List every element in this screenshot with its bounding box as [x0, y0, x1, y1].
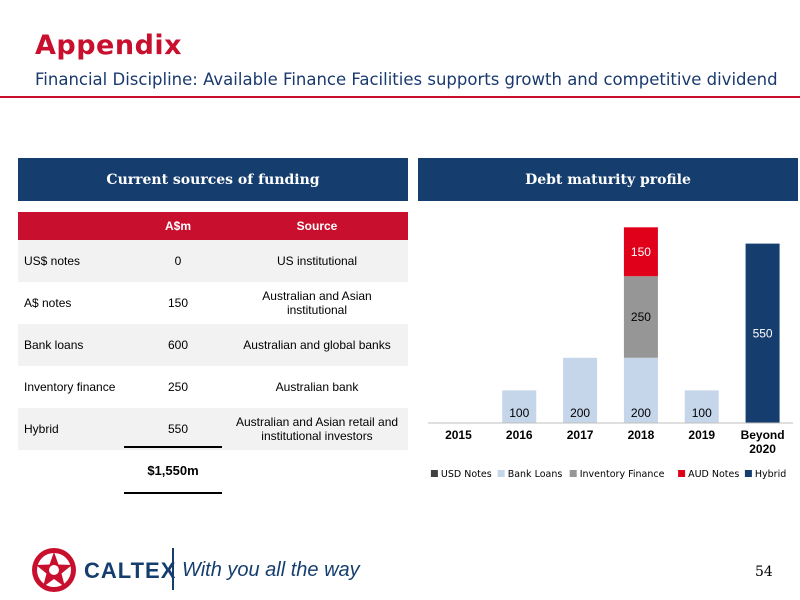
legend-label: Inventory Finance — [580, 469, 665, 480]
legend-swatch — [678, 470, 686, 477]
caltex-star-icon — [32, 548, 76, 592]
bar-aud-notes — [623, 227, 658, 277]
page-title: Appendix — [35, 30, 183, 61]
row-source: Australian and Asian institutional — [226, 282, 408, 324]
funding-total: $1,550m — [124, 446, 222, 494]
row-label: Bank loans — [18, 324, 130, 366]
row-source: Australian and global banks — [226, 324, 408, 366]
x-tick-label: 2018 — [628, 428, 655, 442]
x-tick-label: 2016 — [506, 428, 533, 442]
legend-label: Bank Loans — [508, 469, 563, 480]
data-label: 150 — [631, 245, 651, 259]
legend-swatch — [744, 470, 752, 477]
column-header: A$m — [130, 212, 226, 240]
data-label: 250 — [631, 310, 651, 324]
funding-heading: Current sources of funding — [18, 158, 408, 201]
row-label: Hybrid — [18, 408, 130, 450]
table-row: A$ notes 150 Australian and Asian instit… — [18, 282, 408, 324]
table-row: Bank loans 600 Australian and global ban… — [18, 324, 408, 366]
table-row: US$ notes 0 US institutional — [18, 240, 408, 282]
row-amount: 550 — [130, 408, 226, 450]
x-tick-label: 2015 — [445, 428, 472, 442]
bar-inventory-finance — [623, 276, 658, 358]
footer-divider — [172, 548, 174, 590]
x-tick-label: 2017 — [567, 428, 594, 442]
data-label: 550 — [753, 326, 773, 340]
bar-bank-loans — [502, 390, 537, 423]
brand-tagline: With you all the way — [182, 559, 360, 581]
page-subtitle: Financial Discipline: Available Finance … — [35, 70, 778, 89]
row-source: Australian and Asian retail and institut… — [226, 408, 408, 450]
column-header — [18, 212, 130, 240]
data-label: 100 — [692, 406, 712, 420]
data-label: 100 — [509, 406, 529, 420]
row-amount: 250 — [130, 366, 226, 408]
legend-swatch — [430, 470, 438, 477]
legend-label: USD Notes — [441, 469, 492, 480]
data-label: 200 — [631, 406, 651, 420]
legend-label: AUD Notes — [688, 469, 739, 480]
page-number: 54 — [755, 564, 773, 580]
funding-header-row: A$m Source — [18, 212, 408, 240]
funding-table: A$m Source US$ notes 0 US institutional … — [18, 212, 408, 450]
brand-name: CALTEX — [84, 558, 177, 583]
table-row: Hybrid 550 Australian and Asian retail a… — [18, 408, 408, 450]
data-label: 200 — [570, 406, 590, 420]
legend-label: Hybrid — [755, 469, 786, 480]
funding-total-value: $1,550m — [147, 462, 199, 478]
row-source: US institutional — [226, 240, 408, 282]
x-tick-label: 2019 — [688, 428, 715, 442]
debt-maturity-chart: 100 200 200 250 150 100 550 2015 2016 2017 2018 20… — [428, 227, 793, 480]
legend-swatch — [497, 470, 505, 477]
x-tick-label: Beyond 2020 — [741, 428, 785, 456]
row-label: A$ notes — [18, 282, 130, 324]
row-amount: 600 — [130, 324, 226, 366]
row-label: US$ notes — [18, 240, 130, 282]
row-amount: 150 — [130, 282, 226, 324]
column-header: Source — [226, 212, 408, 240]
bar-bank-loans — [623, 357, 658, 423]
chart-heading: Debt maturity profile — [418, 158, 798, 201]
table-row: Inventory finance 250 Australian bank — [18, 366, 408, 408]
legend-swatch — [569, 470, 577, 477]
row-label: Inventory finance — [18, 366, 130, 408]
bar-bank-loans — [563, 357, 598, 423]
row-source: Australian bank — [226, 366, 408, 408]
bar-hybrid — [745, 243, 780, 423]
header-rule — [0, 96, 800, 98]
row-amount: 0 — [130, 240, 226, 282]
bar-bank-loans — [684, 390, 719, 423]
